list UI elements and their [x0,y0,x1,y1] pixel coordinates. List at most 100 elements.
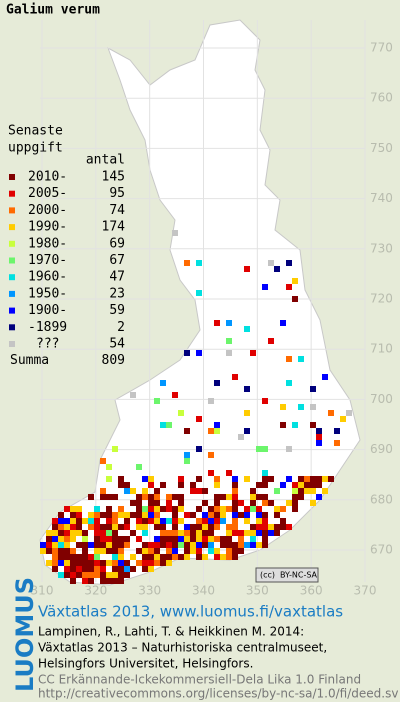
cell [190,548,196,554]
cell [118,578,124,584]
cell [112,566,118,572]
cell [112,530,118,536]
cell [94,572,100,578]
legend-swatch [9,174,15,180]
legend-swatch [9,341,15,347]
cell [160,554,166,560]
cell [160,380,166,386]
cell [70,572,76,578]
cell [136,560,142,566]
cell [124,542,130,548]
cell [268,530,274,536]
cell [238,548,244,554]
cell [124,524,130,530]
legend-count: 59 [109,303,125,318]
legend-swatch [9,240,15,247]
cell [172,542,178,548]
cell [160,536,166,542]
logo: LUOMUS [11,577,39,692]
cell [130,512,136,518]
cell [322,488,328,494]
cell [100,494,106,500]
cell [178,506,184,512]
legend-swatch [9,274,15,281]
occurrence-cells [40,230,352,584]
cell [58,536,64,542]
cell [334,428,340,434]
cell [310,404,316,410]
cell [142,548,148,554]
badge-text: BY-NC-SA [280,571,318,580]
cell [64,542,70,548]
cell [106,548,112,554]
cell [112,512,118,518]
cell [70,560,76,566]
cell [106,542,112,548]
legend-count: 2 [117,320,125,335]
legend-count: 54 [109,337,125,352]
cell [112,554,118,560]
cell [106,464,112,470]
cell [244,542,250,548]
cell [64,548,70,554]
cell [64,566,70,572]
cell [262,398,268,404]
cell [112,542,118,548]
cell [166,506,172,512]
cell [112,494,118,500]
total-label: Summa [10,353,49,368]
cell [310,386,316,392]
cell [310,422,316,428]
cell [160,422,166,428]
cell [118,506,124,512]
cell [280,404,286,410]
cell [46,542,52,548]
cell [184,428,190,434]
cell [238,500,244,506]
cell [274,488,280,494]
cell [220,506,226,512]
cell [226,530,232,536]
cell [58,530,64,536]
cell [172,524,178,530]
cell [148,542,154,548]
cell [214,422,220,428]
cell [160,506,166,512]
cell [58,572,64,578]
cell [184,260,190,266]
cell [214,476,220,482]
cell [70,554,76,560]
cell [112,524,118,530]
cell [94,518,100,524]
cell [304,488,310,494]
cell [226,548,232,554]
legend-label: 2005- [28,186,67,201]
cell [262,476,268,482]
cell [232,506,238,512]
cell [226,470,232,476]
y-grid-label: 760 [370,91,393,105]
cell [154,512,160,518]
cell [76,560,82,566]
cell [184,542,190,548]
cell [196,488,202,494]
cell [208,548,214,554]
cell [76,524,82,530]
cell [316,494,322,500]
cell [202,554,208,560]
license-line: http://creativecommons.org/licenses/by-n… [38,687,398,701]
license-badge: (cc) BY-NC-SA [255,567,319,583]
cell [280,524,286,530]
cell [316,440,322,446]
cell [190,524,196,530]
cell [160,560,166,566]
cell [244,266,250,272]
cell [214,494,220,500]
cell [148,560,154,566]
cell [166,554,172,560]
cell [154,518,160,524]
cc-mark: (cc) [260,571,275,580]
cell [148,518,154,524]
cell [286,524,292,530]
cell [274,524,280,530]
